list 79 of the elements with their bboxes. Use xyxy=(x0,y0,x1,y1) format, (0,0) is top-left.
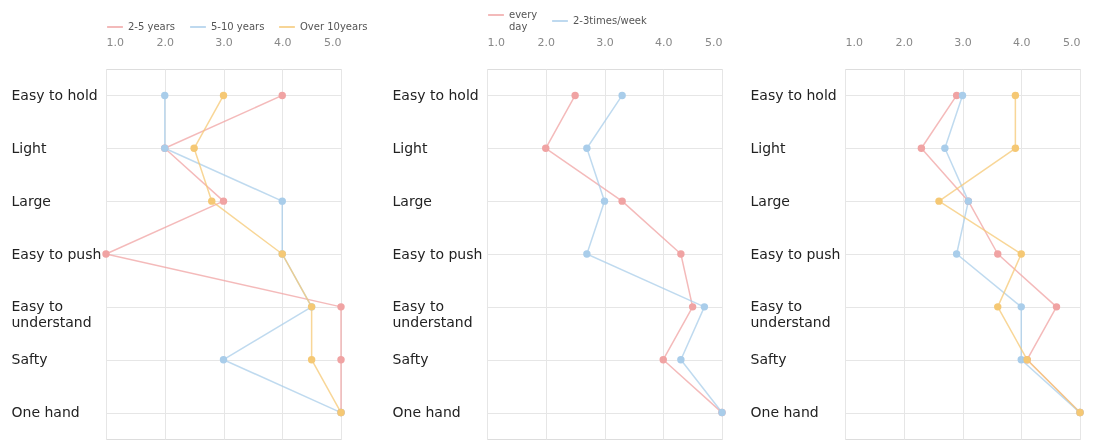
y-tick-label: Easy to understand xyxy=(392,298,473,331)
x-tick-label: 4.0 xyxy=(655,35,673,49)
y-tick-label: Easy to push xyxy=(11,245,102,262)
point xyxy=(219,197,228,205)
point xyxy=(190,144,198,152)
x-tick-label: 1.0 xyxy=(487,35,505,49)
y-tick-label: Safty xyxy=(750,351,787,368)
legend-label: Over 10years xyxy=(300,21,368,32)
point xyxy=(278,197,286,205)
point xyxy=(994,250,1002,258)
point xyxy=(542,144,550,152)
point xyxy=(583,250,591,258)
y-tick-label: Easy to push xyxy=(750,245,841,262)
legend-label: 2-5 years xyxy=(128,21,176,32)
y-tick-label: Safty xyxy=(392,351,429,368)
y-tick-label: Easy to push xyxy=(392,245,483,262)
point xyxy=(700,303,709,311)
point xyxy=(994,303,1002,311)
y-tick-label: Light xyxy=(392,139,428,156)
y-tick-label: Large xyxy=(11,192,51,209)
point xyxy=(917,144,926,152)
x-tick-label: 2.0 xyxy=(156,35,174,49)
legend-label: 2-3times/week xyxy=(573,15,647,26)
point xyxy=(337,303,345,311)
x-tick-label: 3.0 xyxy=(215,35,233,49)
point xyxy=(219,91,228,100)
point xyxy=(583,144,591,152)
point xyxy=(1052,303,1061,311)
point xyxy=(618,197,626,205)
point xyxy=(688,303,697,311)
y-tick-label: Large xyxy=(392,192,432,209)
point xyxy=(1011,144,1020,152)
x-tick-label: 1.0 xyxy=(106,35,124,49)
y-tick-label: Easy to hold xyxy=(11,86,98,103)
y-tick-label: Easy to understand xyxy=(750,298,831,331)
point xyxy=(1017,250,1025,258)
x-tick-label: 2.0 xyxy=(895,35,913,49)
point xyxy=(659,356,667,364)
y-tick-label: Safty xyxy=(11,351,48,368)
y-tick-label: Large xyxy=(750,192,790,209)
y-tick-label: One hand xyxy=(392,404,461,421)
point xyxy=(618,91,626,100)
point xyxy=(1011,91,1020,100)
x-tick-label: 3.0 xyxy=(954,35,972,49)
point xyxy=(219,356,228,364)
point xyxy=(278,91,286,100)
x-tick-label: 5.0 xyxy=(705,35,723,49)
point xyxy=(307,356,316,364)
point xyxy=(958,91,967,100)
point xyxy=(161,91,169,100)
y-tick-label: Light xyxy=(750,139,786,156)
point xyxy=(935,197,943,205)
legend-label: every day xyxy=(509,9,538,32)
point xyxy=(677,356,685,364)
legend-label: 5-10 years xyxy=(211,21,265,32)
y-tick-label: One hand xyxy=(11,404,80,421)
point xyxy=(1017,356,1025,364)
x-tick-label: 5.0 xyxy=(324,35,342,49)
point xyxy=(600,197,609,205)
x-tick-label: 4.0 xyxy=(1013,35,1031,49)
point xyxy=(952,250,961,258)
y-tick-label: Easy to hold xyxy=(750,86,837,103)
x-tick-label: 2.0 xyxy=(537,35,555,49)
point xyxy=(571,91,579,100)
y-tick-label: Easy to understand xyxy=(11,298,92,331)
point xyxy=(1017,303,1025,311)
x-tick-label: 1.0 xyxy=(845,35,863,49)
point xyxy=(337,356,345,364)
x-tick-label: 3.0 xyxy=(596,35,614,49)
point xyxy=(941,144,949,152)
x-tick-label: 5.0 xyxy=(1063,35,1081,49)
y-tick-label: One hand xyxy=(750,404,819,421)
y-tick-label: Light xyxy=(11,139,47,156)
point xyxy=(952,91,961,100)
x-tick-label: 4.0 xyxy=(274,35,292,49)
y-tick-label: Easy to hold xyxy=(392,86,479,103)
point xyxy=(677,250,685,258)
point xyxy=(208,197,216,205)
point xyxy=(102,250,110,258)
